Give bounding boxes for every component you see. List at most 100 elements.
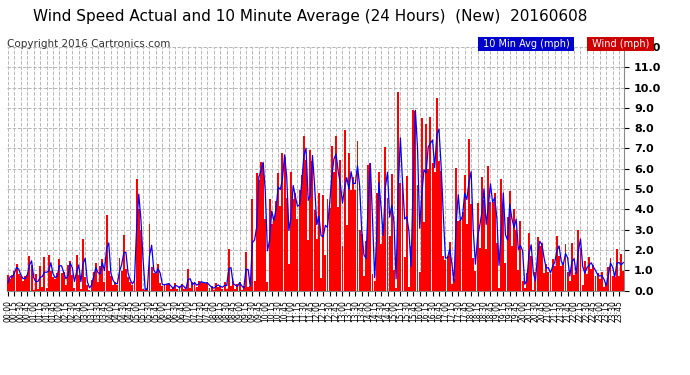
Bar [584,261,586,291]
Bar [217,287,219,291]
Bar [224,282,226,291]
Bar [371,274,373,291]
Bar [84,278,86,291]
Bar [419,272,421,291]
Bar [7,275,9,291]
Bar [322,195,324,291]
Bar [355,190,356,291]
Bar [520,221,522,291]
Bar [288,264,290,291]
Bar [569,280,571,291]
Bar [305,160,307,291]
Bar [32,290,34,291]
Bar [189,288,191,291]
Bar [491,202,493,291]
Bar [339,160,342,291]
Bar [429,117,431,291]
Bar [270,224,273,291]
Bar [228,249,230,291]
Bar [155,274,157,291]
Bar [39,266,41,291]
Bar [509,191,511,291]
Bar [13,271,15,291]
Bar [185,290,187,291]
Bar [43,257,46,291]
Bar [564,244,566,291]
Bar [117,285,118,291]
Bar [241,290,243,291]
Bar [386,198,388,291]
Bar [622,272,624,291]
Bar [352,177,354,291]
Bar [506,217,509,291]
Bar [453,279,455,291]
Bar [284,157,286,291]
Bar [455,168,457,291]
Bar [247,287,249,291]
Bar [481,177,483,291]
Bar [65,285,67,291]
Bar [361,234,363,291]
Bar [286,198,288,291]
Bar [52,277,54,291]
Bar [614,277,615,291]
Bar [226,289,228,291]
Bar [125,269,127,291]
Bar [76,255,77,291]
Bar [350,190,352,291]
Bar [307,240,309,291]
Bar [30,266,32,291]
Bar [175,283,176,291]
Bar [168,283,170,291]
Bar [417,185,419,291]
Bar [179,286,181,291]
Text: Wind Speed Actual and 10 Minute Average (24 Hours)  (New)  20160608: Wind Speed Actual and 10 Minute Average … [33,9,588,24]
Bar [11,275,13,291]
Bar [146,288,148,291]
Bar [129,282,131,291]
Bar [524,288,526,291]
Bar [346,225,348,291]
Bar [9,279,11,291]
Bar [535,272,536,291]
Bar [63,272,65,291]
Bar [297,219,298,291]
Bar [194,283,195,291]
Bar [208,288,210,291]
Bar [573,274,575,291]
Bar [26,274,28,291]
Bar [522,281,524,291]
Bar [462,211,464,291]
Bar [206,282,208,291]
Bar [121,271,123,291]
Bar [425,124,427,291]
Bar [560,266,562,291]
Bar [331,146,333,291]
Bar [191,282,193,291]
Bar [318,193,320,291]
Bar [279,206,282,291]
Bar [256,173,257,291]
Bar [251,199,253,291]
Bar [150,267,152,291]
Text: 10 Min Avg (mph): 10 Min Avg (mph) [480,39,573,50]
Bar [110,276,112,291]
Bar [95,263,97,291]
Bar [35,274,37,291]
Bar [470,204,472,291]
Bar [282,153,284,291]
Bar [578,230,580,291]
Bar [408,287,410,291]
Bar [357,141,358,291]
Bar [73,288,75,291]
Bar [202,282,204,291]
Bar [18,274,19,291]
Bar [545,264,547,291]
Bar [46,288,48,291]
Bar [402,181,404,291]
Bar [400,183,402,291]
Bar [601,272,603,291]
Bar [183,289,185,291]
Bar [609,258,611,291]
Bar [254,281,255,291]
